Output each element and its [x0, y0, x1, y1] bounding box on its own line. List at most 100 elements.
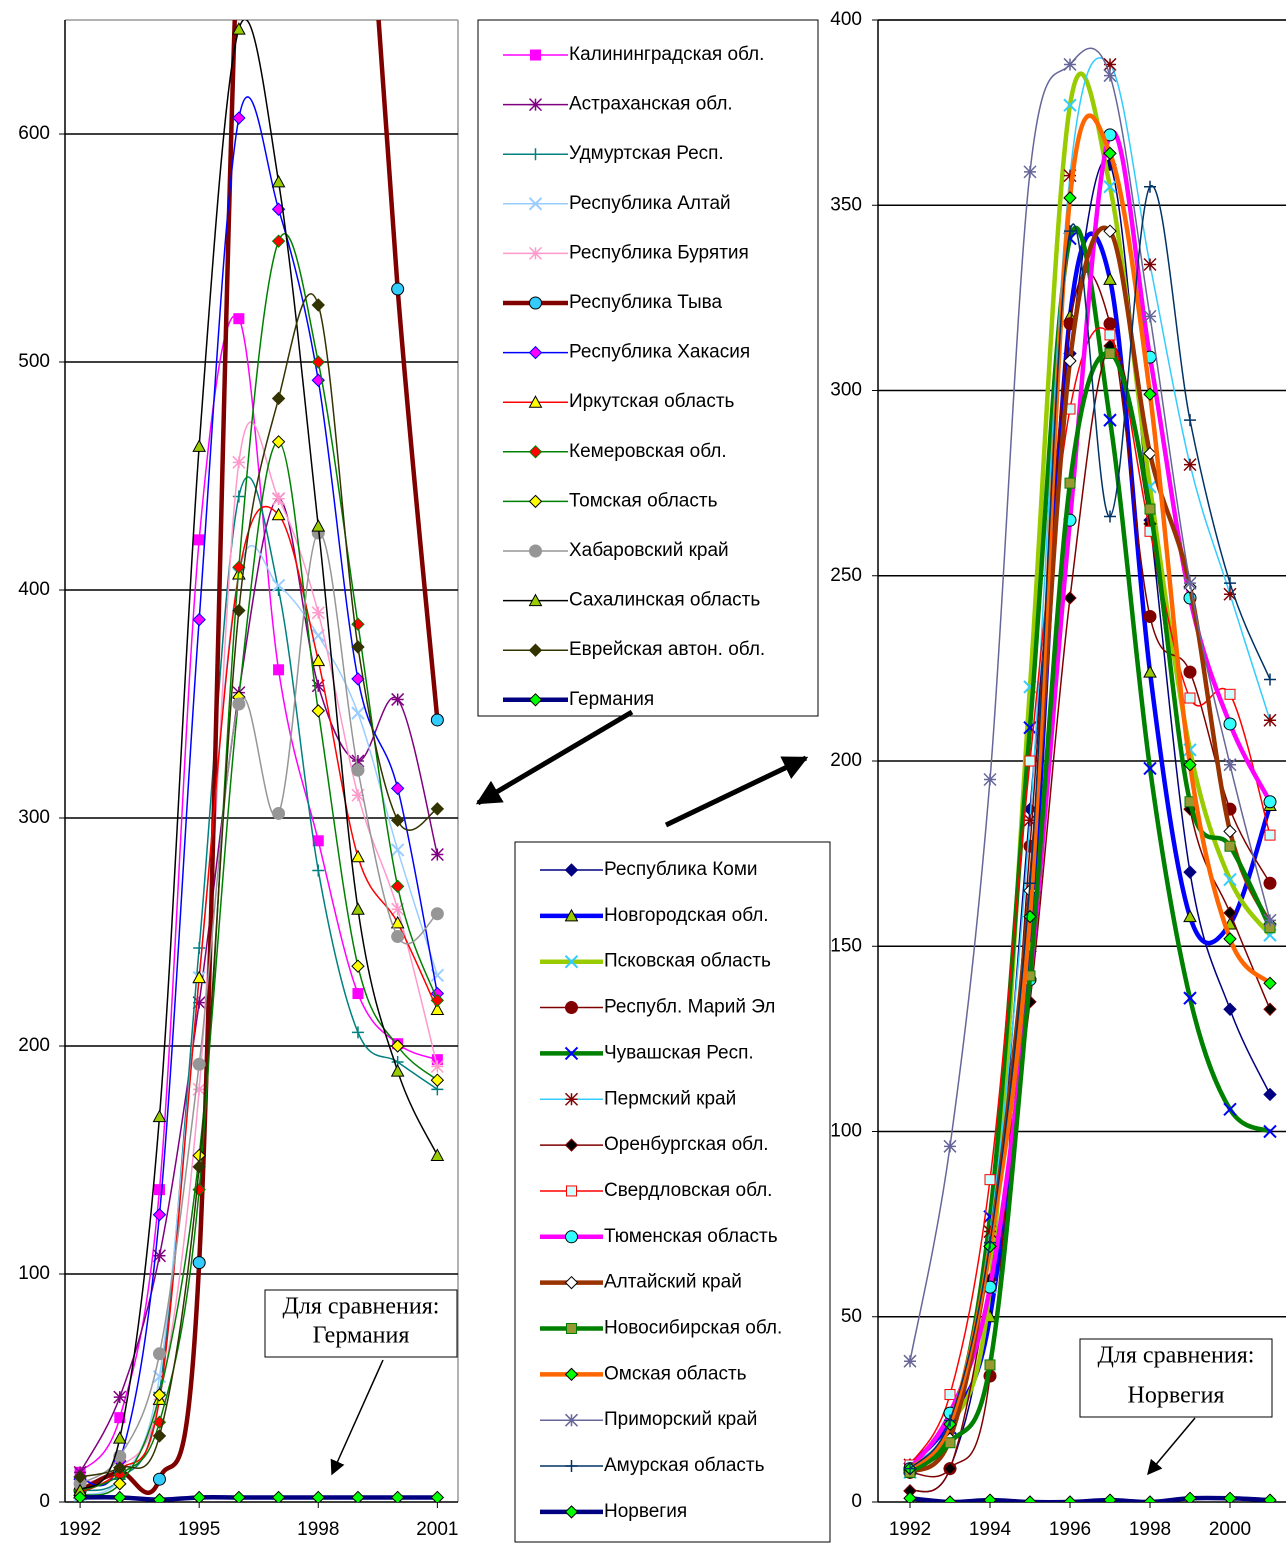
marker	[1183, 1491, 1197, 1502]
marker	[1143, 665, 1157, 678]
y-tick-label: 0	[851, 1491, 862, 1512]
series-line	[909, 344, 1271, 1493]
marker	[1064, 477, 1076, 489]
marker	[564, 1413, 579, 1427]
y-tick-label: 50	[841, 1306, 862, 1327]
marker	[1223, 1491, 1237, 1502]
legend-label: Свердловская обл.	[604, 1180, 772, 1201]
legend-label: Германия	[569, 689, 654, 710]
arrow	[1147, 1417, 1196, 1476]
marker	[430, 1002, 445, 1016]
marker	[271, 578, 286, 593]
y-tick-label: 400	[18, 579, 50, 600]
marker	[565, 1460, 578, 1473]
marker	[983, 772, 997, 787]
marker	[113, 1461, 127, 1475]
marker	[152, 1109, 167, 1123]
marker	[1183, 757, 1197, 772]
series-line	[79, 293, 438, 1478]
marker	[152, 1388, 167, 1402]
marker	[984, 1236, 996, 1249]
legend-label: Амурская область	[604, 1455, 765, 1476]
x-tick-label: 1998	[1129, 1519, 1171, 1540]
marker	[232, 22, 246, 35]
marker	[311, 373, 325, 387]
marker	[1024, 877, 1036, 890]
annotation: Для сравнения:	[283, 1294, 440, 1320]
marker	[566, 1185, 577, 1197]
marker	[351, 1490, 365, 1502]
x-tick-label: 1996	[1049, 1519, 1091, 1540]
marker	[1024, 755, 1036, 767]
marker	[1143, 1495, 1157, 1502]
marker	[528, 593, 543, 607]
marker	[944, 1437, 956, 1449]
y-tick-label: 300	[830, 380, 862, 401]
plot-area	[903, 47, 1277, 1502]
marker	[152, 1472, 166, 1486]
marker	[430, 1148, 445, 1161]
series-line	[79, 441, 438, 1496]
legend-label: Иркутская область	[569, 391, 735, 412]
marker	[1183, 665, 1197, 679]
marker	[193, 534, 205, 546]
marker	[273, 664, 285, 676]
y-tick-label: 500	[18, 351, 50, 372]
marker	[1223, 1002, 1237, 1016]
legend-label: Тюменская область	[604, 1226, 778, 1247]
marker	[192, 1256, 206, 1270]
marker	[390, 1490, 405, 1502]
marker	[1104, 329, 1116, 341]
marker	[943, 1461, 957, 1476]
marker	[311, 1490, 325, 1502]
marker	[351, 763, 365, 777]
marker	[528, 197, 543, 211]
marker	[390, 1039, 405, 1053]
marker	[944, 1389, 956, 1401]
marker	[1103, 69, 1117, 83]
legend-label: Псковская область	[604, 951, 771, 972]
marker	[1264, 673, 1276, 686]
marker	[114, 1412, 126, 1424]
marker	[1143, 761, 1157, 776]
marker	[564, 908, 579, 922]
marker	[271, 435, 286, 449]
y-tick-label: 300	[18, 807, 50, 828]
legend-label: Республика Тыва	[569, 292, 723, 313]
legend-label: Омская область	[604, 1363, 747, 1384]
marker	[192, 612, 206, 627]
annotation-box	[264, 1289, 458, 1358]
marker	[1103, 1493, 1117, 1502]
series-line	[79, 96, 439, 1487]
marker	[1063, 1495, 1077, 1502]
marker	[152, 1493, 167, 1502]
marker	[232, 697, 246, 711]
annotation: Германия	[313, 1323, 410, 1349]
marker	[528, 445, 543, 459]
legend-label: Астраханская обл.	[569, 94, 733, 115]
marker	[271, 234, 286, 248]
x-tick-label: 1998	[297, 1519, 339, 1540]
marker	[528, 643, 543, 657]
legend-label: Новосибирская обл.	[604, 1318, 782, 1339]
marker	[1063, 591, 1077, 605]
marker	[528, 395, 543, 408]
marker	[430, 1490, 445, 1502]
legend-label: Республика Бурятия	[569, 242, 749, 263]
marker	[233, 313, 245, 325]
marker	[1223, 717, 1237, 731]
legend-label: Алтайский край	[604, 1272, 742, 1293]
marker	[351, 788, 365, 802]
legend-label: Республика Хакасия	[569, 342, 750, 363]
marker	[943, 1495, 957, 1502]
marker	[564, 1092, 579, 1106]
series-line	[909, 1495, 1271, 1502]
marker	[311, 606, 325, 620]
series-line	[908, 113, 1272, 1471]
marker	[1103, 224, 1117, 238]
marker	[271, 391, 286, 406]
marker	[192, 1490, 206, 1502]
marker	[311, 679, 325, 693]
y-tick-label: 250	[830, 565, 862, 586]
marker	[1224, 688, 1236, 700]
